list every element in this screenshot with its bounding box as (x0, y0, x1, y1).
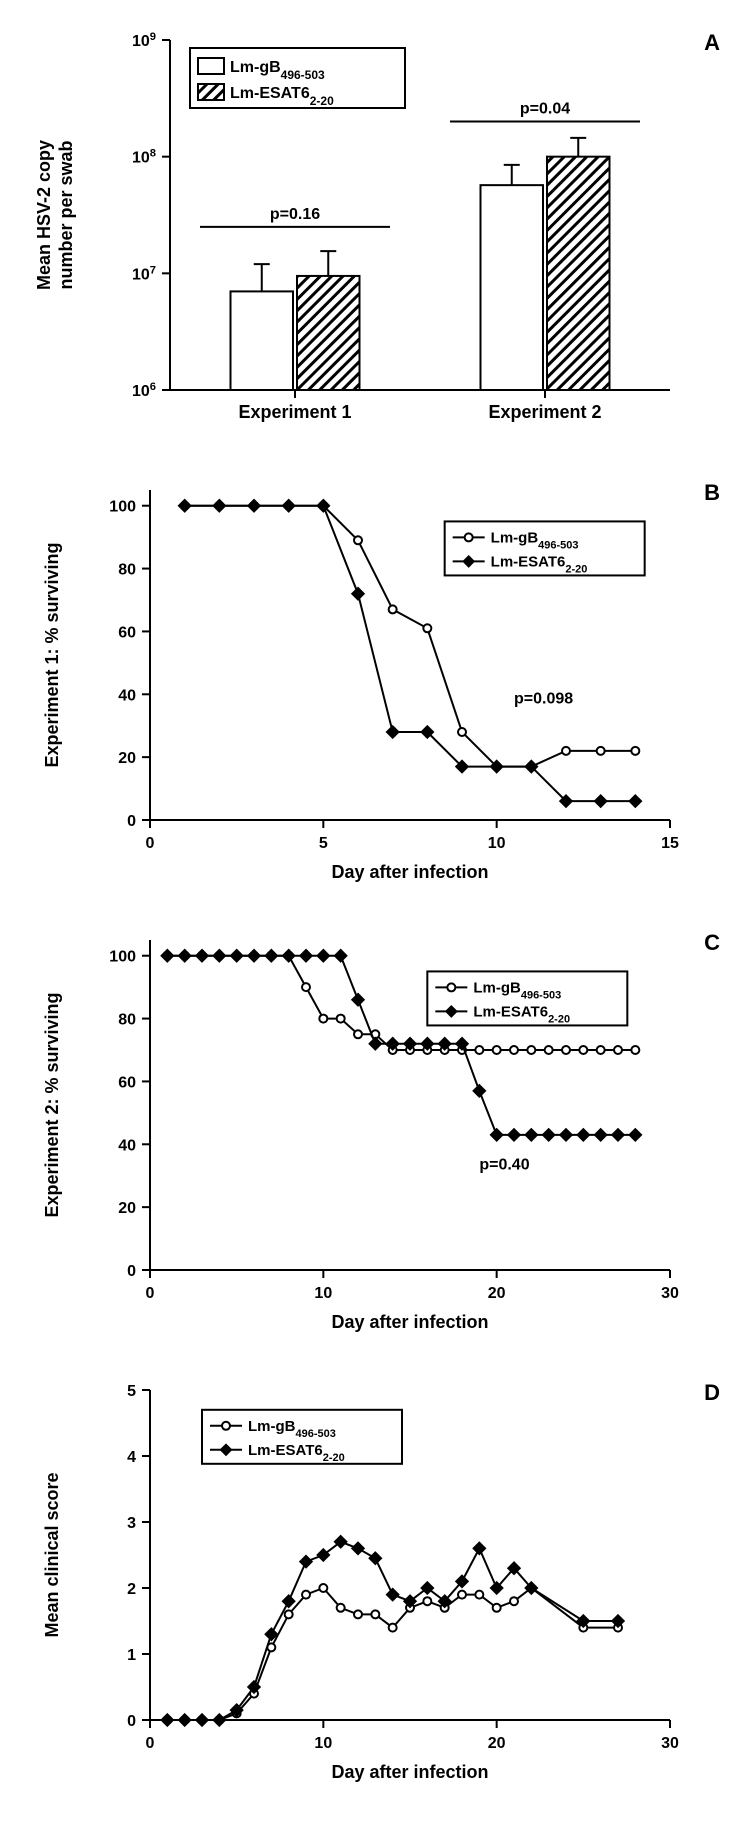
svg-text:40: 40 (118, 1137, 136, 1154)
panel-c-svg: 0 20 40 60 80 100 0 10 20 30 Day after infection Ex… (20, 920, 730, 1340)
svg-text:0: 0 (146, 1285, 155, 1302)
svg-text:40: 40 (118, 687, 136, 704)
svg-text:Mean clinical score: Mean clinical score (42, 1472, 62, 1637)
svg-text:20: 20 (118, 750, 136, 767)
svg-text:0: 0 (127, 813, 136, 830)
svg-text:30: 30 (661, 1285, 679, 1302)
svg-text:Experiment 2: Experiment 2 (488, 402, 601, 422)
svg-text:15: 15 (661, 835, 679, 852)
svg-text:Day after infection: Day after infection (331, 1312, 488, 1332)
svg-text:20: 20 (118, 1200, 136, 1217)
svg-text:10: 10 (314, 1285, 332, 1302)
svg-text:80: 80 (118, 1012, 136, 1029)
panel-b-svg: 0 20 40 60 80 100 0 5 10 15 Day after infection Exp… (20, 470, 730, 890)
panel-a-svg: 106 107 108 109 Experiment 1 p=0.16 Experiment… (20, 20, 730, 440)
panel-d: 0 1 2 3 4 5 0 10 20 30 Day after infection Mean cli… (20, 1370, 730, 1790)
svg-text:80: 80 (118, 562, 136, 579)
panel-a-label: A (704, 30, 720, 56)
svg-text:p=0.04: p=0.04 (520, 101, 570, 118)
svg-text:108: 108 (132, 148, 156, 167)
svg-text:Experiment 1: % surviving: Experiment 1: % surviving (42, 542, 62, 767)
svg-text:p=0.16: p=0.16 (270, 206, 320, 223)
svg-text:30: 30 (661, 1735, 679, 1752)
svg-text:20: 20 (488, 1285, 506, 1302)
svg-text:1: 1 (127, 1647, 136, 1664)
svg-text:107: 107 (132, 264, 156, 283)
svg-text:100: 100 (109, 499, 136, 516)
panel-b: 0 20 40 60 80 100 0 5 10 15 Day after infection Exp… (20, 470, 730, 890)
svg-text:p=0.098: p=0.098 (514, 691, 573, 708)
panel-d-svg: 0 1 2 3 4 5 0 10 20 30 Day after infection Mean cli… (20, 1370, 730, 1790)
svg-text:60: 60 (118, 1074, 136, 1091)
svg-text:Mean HSV-2 copynumber per swab: Mean HSV-2 copynumber per swab (34, 140, 76, 290)
panel-c-label: C (704, 930, 720, 956)
svg-text:2: 2 (127, 1581, 136, 1598)
svg-text:Day after infection: Day after infection (331, 1762, 488, 1782)
svg-text:100: 100 (109, 949, 136, 966)
svg-text:p=0.40: p=0.40 (479, 1156, 529, 1173)
svg-text:106: 106 (132, 381, 156, 400)
svg-text:5: 5 (319, 835, 328, 852)
svg-text:Experiment 1: Experiment 1 (238, 402, 351, 422)
panel-c: 0 20 40 60 80 100 0 10 20 30 Day after infection Ex… (20, 920, 730, 1340)
panel-b-label: B (704, 480, 720, 506)
svg-text:0: 0 (127, 1263, 136, 1280)
svg-text:109: 109 (132, 31, 156, 50)
svg-text:0: 0 (146, 1735, 155, 1752)
panel-a: 106 107 108 109 Experiment 1 p=0.16 Experiment… (20, 20, 730, 440)
svg-text:Day after infection: Day after infection (331, 862, 488, 882)
svg-text:0: 0 (127, 1713, 136, 1730)
svg-text:20: 20 (488, 1735, 506, 1752)
svg-text:0: 0 (146, 835, 155, 852)
svg-text:Experiment 2: % surviving: Experiment 2: % surviving (42, 992, 62, 1217)
svg-text:4: 4 (127, 1449, 136, 1466)
svg-text:3: 3 (127, 1515, 136, 1532)
svg-text:10: 10 (488, 835, 506, 852)
svg-text:10: 10 (314, 1735, 332, 1752)
svg-text:60: 60 (118, 624, 136, 641)
svg-text:5: 5 (127, 1383, 136, 1400)
panel-d-label: D (704, 1380, 720, 1406)
